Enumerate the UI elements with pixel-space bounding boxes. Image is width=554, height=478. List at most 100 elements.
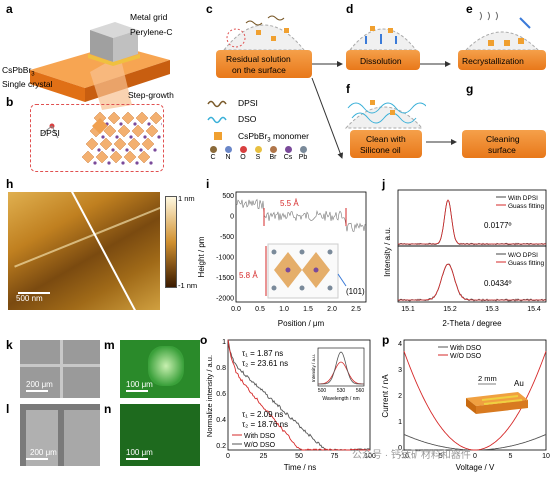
- element-symbol: O: [240, 154, 246, 161]
- lattice-octahedron: [121, 111, 135, 125]
- lattice-cation: [149, 161, 153, 165]
- cleaning-label-2: surface: [488, 145, 516, 155]
- p-xtick: -10: [399, 453, 409, 460]
- lattice-cation: [143, 135, 147, 139]
- lattice-octahedron: [95, 150, 109, 164]
- recrystallization-label: Recrystallization: [462, 56, 524, 66]
- panel-label-i: i: [206, 177, 210, 191]
- j-bottom-legend-2: Guass fitting: [508, 260, 545, 267]
- element-dot: [284, 146, 292, 153]
- lattice-illustration: [41, 111, 162, 165]
- lattice-octahedron: [99, 137, 113, 151]
- lattice-octahedron: [135, 111, 149, 125]
- lattice-octahedron: [131, 124, 145, 138]
- i-ytick: 500: [222, 193, 234, 200]
- panel-label-m: m: [104, 338, 115, 352]
- o-inset-with: [317, 361, 365, 385]
- o-ytick: 1: [222, 339, 226, 346]
- panel-label-j: j: [382, 177, 386, 191]
- o-curve-with: [227, 339, 370, 451]
- element-symbol: Br: [269, 154, 277, 161]
- lattice-cation: [157, 135, 161, 139]
- dome-d: [349, 26, 417, 50]
- afm-scalebar-label: 500 nm: [16, 294, 43, 303]
- colorbar-top-label: 1 nm: [178, 194, 195, 203]
- p-xtick: 10: [542, 453, 550, 460]
- legend-symbols: [207, 100, 227, 140]
- j-bottom-data: [397, 263, 547, 302]
- dpsi-label-b: DPSI: [40, 128, 60, 138]
- lattice-cation: [119, 122, 123, 126]
- lattice-cation: [135, 161, 139, 165]
- o-axes: [227, 339, 371, 451]
- zoom-box-b: [30, 104, 164, 172]
- lattice-cation: [161, 122, 162, 126]
- o-legend-with: With DSO: [244, 433, 276, 440]
- j-xtick: 15.4: [527, 306, 541, 313]
- watermark: 公众号 · 钙钛矿材料和器件: [352, 450, 471, 461]
- o-xtick: 25: [260, 453, 268, 460]
- lattice-cation: [97, 148, 101, 152]
- l-scalebar: 200 μm: [30, 448, 57, 457]
- i-xtick: 0.5: [255, 306, 265, 313]
- substrate-f: [350, 130, 422, 158]
- lattice-cation: [111, 148, 115, 152]
- j-bottom-fwhm: 0.0434º: [484, 279, 511, 288]
- clean-label-2: Silicone oil: [360, 145, 401, 155]
- j-ylabel: Intensity / a.u.: [383, 227, 392, 277]
- lattice-octahedron: [113, 137, 127, 151]
- xrd-chart: Intensity / a.u. With DPSI Guass fitting…: [383, 189, 547, 328]
- substrate-g: [462, 130, 546, 158]
- step1-label: 5.5 Å: [280, 199, 299, 208]
- element-legend-item: S: [251, 146, 265, 161]
- legend-dpsi: DPSI: [238, 98, 258, 108]
- lattice-octahedron: [149, 111, 162, 125]
- p-xtick: -5: [436, 453, 442, 460]
- i-ytick: 0: [230, 214, 234, 221]
- substrate-c: [216, 50, 312, 78]
- lattice-octahedron: [107, 111, 121, 125]
- crystal-label-line1: CsPbBr3: [2, 65, 35, 78]
- element-dot: [299, 146, 307, 153]
- o-ylabel: Normalize intensity / a.u.: [205, 355, 214, 437]
- lattice-cation: [133, 122, 137, 126]
- lattice-cation: [129, 135, 133, 139]
- residual-label-1: Residual solution: [226, 54, 291, 64]
- lattice-octahedron: [109, 150, 123, 164]
- p-electrode-label: Au: [514, 379, 524, 388]
- j-top-legend-1: With DPSI: [508, 195, 538, 202]
- p-xtick: 0: [473, 453, 477, 460]
- element-legend-item: Cs: [281, 146, 295, 161]
- p-ytick: 4: [398, 341, 402, 348]
- k-scalebar: 200 μm: [26, 380, 53, 389]
- i-ytick: -1000: [216, 255, 234, 262]
- element-legend-item: N: [221, 146, 235, 161]
- panel-label-k: k: [6, 338, 13, 352]
- process-arrows: [311, 61, 451, 159]
- o-xtick: 100: [364, 453, 376, 460]
- o-xtick: 50: [295, 453, 303, 460]
- lattice-octahedron: [117, 124, 131, 138]
- lattice-octahedron: [123, 150, 137, 164]
- o-inset: Intensity / a.u. 500 530 560 Wavelength / …: [311, 347, 365, 402]
- j-bottom-legend-1: W/O DPSI: [508, 252, 538, 259]
- lattice-cation: [107, 161, 111, 165]
- o-legend-without: W/O DSO: [244, 442, 276, 449]
- element-legend-item: Br: [266, 146, 280, 161]
- i-xtick: 0.0: [231, 306, 241, 313]
- i-axes: [235, 191, 367, 303]
- p-legend-without: W/O DSO: [450, 353, 482, 360]
- i-ylabel: Height / pm: [197, 236, 206, 277]
- fluorescence-image-n: 100 μm: [120, 404, 200, 466]
- element-legend-item: Pb: [296, 146, 310, 161]
- lattice-octahedron: [137, 150, 151, 164]
- p-gap-label: 2 mm: [478, 374, 497, 383]
- arrow-f-g: [426, 139, 457, 145]
- i-xtick: 1.0: [279, 306, 289, 313]
- crystal-label-line2: Single crystal: [2, 79, 53, 89]
- device-inset: 2 mm Au: [466, 374, 528, 414]
- element-legend-item: C: [206, 146, 220, 161]
- lattice-cation: [153, 148, 157, 152]
- o-tau2-top: τ₂ = 23.61 ns: [242, 359, 288, 368]
